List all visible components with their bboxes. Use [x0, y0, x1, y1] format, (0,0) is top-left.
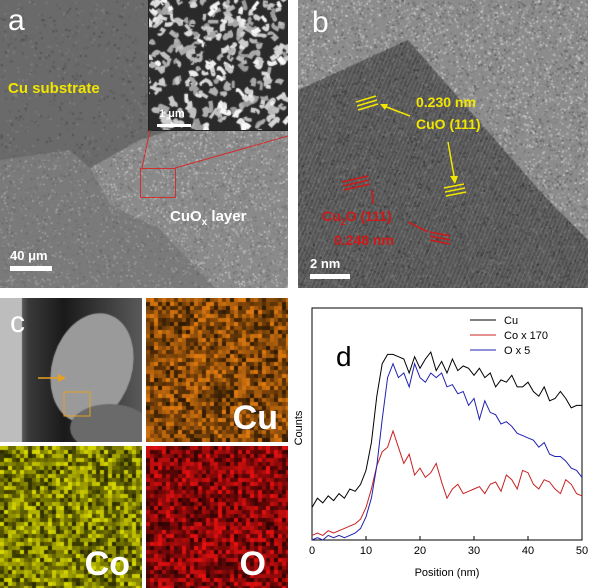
zoom-line-right — [174, 135, 288, 169]
x-tick-label-10: 10 — [360, 545, 372, 557]
cuo-d-spacing: 0.230 nm — [416, 94, 476, 110]
cu2o-plane-sub: 2 — [340, 216, 346, 227]
eds-map-o: O — [146, 446, 288, 588]
cu2o-plane: Cu2O (111) — [322, 208, 392, 227]
cuo-fringe-marker-top — [355, 95, 379, 111]
panel-label-c: c — [10, 306, 25, 339]
series-line-1 — [311, 429, 583, 536]
cu2o-arrow-1 — [371, 189, 374, 205]
eds-map-co: Co — [0, 446, 142, 588]
eds-map-co-label: Co — [84, 545, 130, 583]
cuox-main: CuO — [170, 208, 202, 225]
cuox-sub: x — [201, 217, 208, 228]
panel-label-d: d — [336, 341, 352, 372]
panel-c-haadf: c — [0, 298, 142, 442]
series-line-0 — [311, 351, 582, 508]
cu2o-plane-a: Cu — [322, 208, 341, 224]
scale-bar-a — [10, 266, 52, 271]
eds-map-o-pixels — [146, 446, 288, 588]
x-tick-label-30: 30 — [468, 545, 480, 557]
cuox-tail: layer — [207, 208, 247, 225]
cuo-arrow-1 — [383, 105, 411, 117]
panel-label-a: a — [8, 4, 25, 37]
eds-map-o-label: O — [239, 545, 266, 583]
x-tick-label-0: 0 — [309, 545, 315, 557]
panel-d-line-profile: d Counts Position (nm) 0 10 20 30 40 50 Cu Co … — [290, 298, 600, 588]
x-axis-label: Position (nm) — [415, 567, 480, 579]
legend: Cu Co x 170 O x 5 — [470, 315, 548, 357]
cuo-fringe-marker-bottom — [443, 183, 467, 197]
lattice-annotations — [341, 95, 467, 245]
y-axis-label: Counts — [293, 410, 305, 445]
cu2o-fringe-marker-left — [341, 175, 371, 191]
zoom-lines — [141, 129, 288, 169]
haadf-annotations — [38, 374, 91, 417]
hrtem-texture — [298, 0, 588, 288]
cu2o-fringe-marker-right — [429, 231, 451, 245]
scale-bar-inset — [157, 124, 191, 127]
haadf-texture — [0, 298, 142, 442]
eds-map-cu-label: Cu — [232, 399, 278, 437]
zoom-box — [140, 168, 176, 198]
x-tick-label-50: 50 — [576, 545, 588, 557]
cuox-layer-label: CuOx layer — [170, 208, 246, 228]
inset-texture — [149, 0, 288, 130]
scale-label-b: 2 nm — [310, 256, 341, 271]
cu2o-arrow-2 — [407, 221, 429, 233]
cuo-arrow-2 — [447, 141, 455, 177]
scale-label-inset: 1 μm — [159, 108, 185, 120]
panel-label-b: b — [312, 6, 329, 39]
legend-label-2: O x 5 — [504, 345, 530, 357]
cuo-plane: CuO (111) — [416, 116, 481, 132]
eds-map-cu-pixels — [146, 298, 288, 442]
line-profile-chart: d Counts Position (nm) 0 10 20 30 40 50 Cu Co … — [293, 307, 588, 579]
cu2o-d-spacing: 0.248 nm — [334, 232, 394, 248]
scan-arrowhead — [58, 374, 66, 382]
panel-b-hrtem-image: b 0.230 nm CuO (111) Cu2O (111) 0.248 nm… — [298, 0, 588, 288]
legend-label-1: Co x 170 — [504, 330, 548, 342]
legend-label-0: Cu — [504, 315, 518, 327]
cuo-arrowhead-1 — [380, 104, 388, 110]
inset-region: 1 μm — [148, 0, 288, 131]
map-region-box — [63, 391, 91, 417]
series-lines — [311, 351, 583, 541]
scale-bar-b — [310, 274, 350, 279]
zoom-line-left — [141, 129, 151, 169]
panel-a-sem-image: a Cu substrate CuOx layer 40 μm 1 μm — [0, 0, 288, 288]
plot-frame — [311, 307, 583, 541]
series-line-2 — [311, 362, 583, 541]
x-tick-label-40: 40 — [522, 545, 534, 557]
x-tick-label-20: 20 — [414, 545, 426, 557]
cuo-arrowhead-2 — [450, 176, 458, 184]
scale-label-a: 40 μm — [10, 248, 48, 263]
cu2o-plane-b: O (111) — [345, 208, 392, 224]
eds-map-cu: Cu — [146, 298, 288, 442]
x-ticks: 0 10 20 30 40 50 — [309, 536, 588, 557]
eds-map-co-pixels — [0, 446, 142, 588]
cu-substrate-label: Cu substrate — [8, 80, 100, 97]
